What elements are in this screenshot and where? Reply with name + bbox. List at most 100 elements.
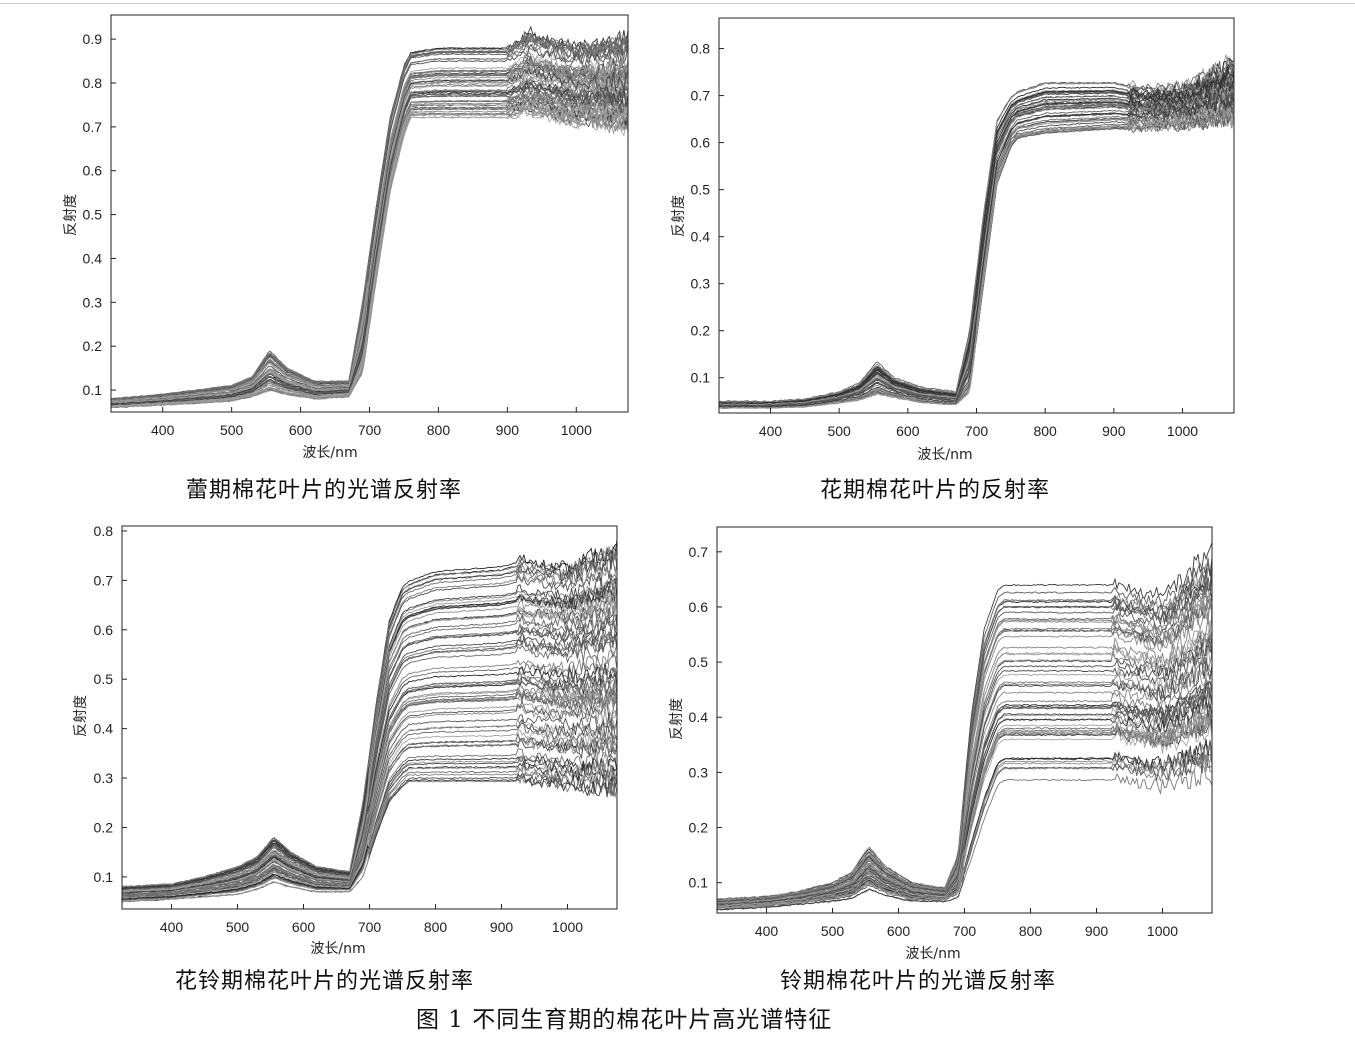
y-tick-label: 0.4	[83, 250, 103, 266]
chart-panel-1: 400 500 600 700 800 900 1000 0.1 0.2 0.3 0.4 0.5 0.6…	[671, 17, 1235, 463]
series-line	[719, 103, 1234, 409]
chart-panel-2: 400 500 600 700 800 900 1000 0.1 0.2 0.3 0.4 0.5 0.6…	[73, 523, 618, 957]
y-tick-label: 0.8	[94, 523, 114, 539]
x-axis-label: 波长/nm	[905, 946, 960, 962]
series-line	[111, 62, 628, 404]
series-line	[719, 95, 1234, 407]
x-tick-label: 400	[151, 422, 175, 438]
y-tick-label: 0.1	[83, 382, 103, 398]
series-line	[719, 106, 1234, 409]
x-axis-label: 波长/nm	[917, 447, 972, 463]
x-tick-label: 700	[965, 423, 989, 439]
y-axis-label: 反射度	[73, 695, 89, 737]
x-tick-label: 800	[427, 422, 451, 438]
series-line	[111, 76, 628, 405]
series-line	[111, 56, 628, 404]
x-tick-label: 700	[358, 422, 382, 438]
series-group	[719, 54, 1234, 409]
series-line	[111, 59, 628, 401]
y-tick-label: 0.5	[83, 207, 103, 223]
y-tick-label: 0.2	[83, 338, 103, 354]
y-tick-label: 0.2	[689, 820, 709, 836]
series-line	[717, 713, 1212, 909]
series-line	[122, 729, 617, 899]
series-line	[719, 83, 1234, 406]
series-line	[111, 84, 628, 406]
series-line	[122, 689, 617, 896]
y-tick-label: 0.3	[691, 276, 711, 292]
series-line	[111, 88, 628, 407]
series-line	[122, 754, 617, 901]
x-tick-label: 400	[755, 923, 779, 939]
series-line	[111, 72, 628, 405]
series-line	[122, 561, 617, 888]
x-tick-label: 900	[1102, 423, 1126, 439]
series-line	[111, 76, 628, 407]
x-tick-label: 500	[220, 422, 244, 438]
x-axis-label: 波长/nm	[310, 941, 365, 957]
y-tick-label: 0.5	[689, 654, 709, 670]
series-line	[717, 704, 1212, 907]
series-line	[111, 25, 628, 401]
series-line	[111, 66, 628, 404]
series-line	[111, 49, 628, 402]
y-tick-label: 0.2	[94, 819, 114, 835]
series-line	[111, 80, 628, 405]
y-tick-label: 0.6	[83, 163, 103, 179]
y-tick-label: 0.2	[691, 323, 711, 339]
series-line	[122, 593, 617, 893]
y-tick-label: 0.5	[94, 671, 114, 687]
caption-flowering: 花期棉花叶片的反射率	[820, 478, 1051, 503]
y-tick-label: 0.6	[689, 599, 709, 615]
x-tick-label: 800	[1033, 423, 1057, 439]
x-tick-label: 800	[424, 919, 448, 935]
y-tick-label: 0.7	[83, 119, 103, 135]
x-tick-label: 800	[1019, 923, 1043, 939]
series-line	[122, 632, 617, 894]
series-line	[719, 82, 1234, 406]
series-line	[122, 577, 617, 890]
series-line	[719, 102, 1234, 409]
series-line	[719, 83, 1234, 406]
y-tick-label: 0.4	[689, 709, 709, 725]
series-line	[719, 104, 1234, 409]
series-line	[111, 78, 628, 407]
y-tick-label: 0.7	[689, 544, 709, 560]
series-line	[719, 62, 1234, 404]
series-line	[717, 752, 1212, 910]
x-tick-label: 1000	[561, 422, 592, 438]
series-group	[122, 538, 617, 903]
series-line	[111, 92, 628, 407]
x-tick-label: 1000	[552, 919, 583, 935]
caption-budding: 蕾期棉花叶片的光谱反射率	[186, 478, 463, 503]
series-line	[719, 81, 1234, 406]
x-tick-label: 500	[821, 923, 845, 939]
y-tick-label: 0.1	[94, 869, 114, 885]
chart-panel-3: 400 500 600 700 800 900 1000 0.1 0.2 0.3 0.4 0.5 0.6…	[669, 526, 1213, 962]
y-axis-label: 反射度	[669, 698, 685, 740]
series-line	[111, 90, 628, 407]
y-tick-label: 0.1	[691, 370, 711, 386]
series-line	[719, 97, 1234, 408]
series-line	[111, 92, 628, 407]
series-line	[717, 657, 1212, 905]
y-tick-label: 0.1	[689, 875, 709, 891]
y-axis-label: 反射度	[671, 195, 687, 237]
caption-flower-boll: 花铃期棉花叶片的光谱反射率	[175, 969, 475, 994]
series-line	[122, 763, 617, 903]
x-tick-label: 900	[496, 422, 520, 438]
series-line	[111, 79, 628, 405]
x-tick-label: 1000	[1147, 923, 1178, 939]
series-line	[122, 576, 617, 892]
series-line	[111, 82, 628, 406]
y-tick-label: 0.4	[691, 229, 711, 245]
x-tick-label: 500	[226, 919, 250, 935]
x-tick-label: 600	[292, 919, 316, 935]
series-line	[111, 32, 628, 400]
x-tick-label: 400	[160, 919, 184, 935]
x-tick-label: 900	[1085, 923, 1109, 939]
series-line	[719, 104, 1234, 409]
y-tick-label: 0.9	[83, 31, 103, 47]
series-line	[719, 94, 1234, 408]
series-line	[719, 80, 1234, 405]
